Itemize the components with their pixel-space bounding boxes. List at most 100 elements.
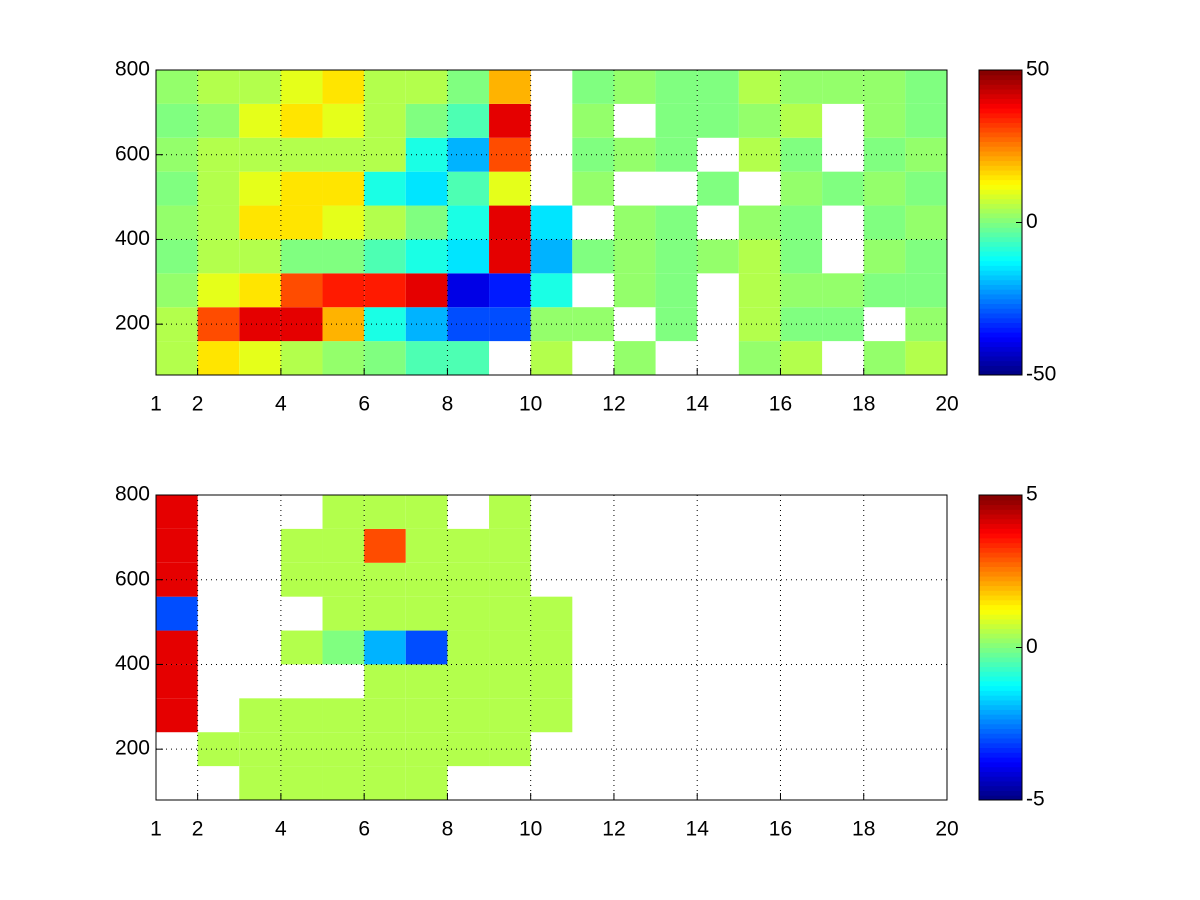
heatmap-cell <box>780 205 823 240</box>
heatmap-cell <box>405 495 448 529</box>
heatmap-cell <box>780 239 823 274</box>
x-tick-label: 8 <box>442 393 454 416</box>
heatmap-cell <box>405 341 448 375</box>
colorbar-swatch <box>979 680 1022 687</box>
colorbar-swatch <box>979 590 1022 596</box>
colorbar-swatch <box>979 585 1022 591</box>
heatmap-cell <box>197 239 240 274</box>
x-tick-label: 16 <box>769 393 792 416</box>
heatmap-cell <box>489 528 531 563</box>
heatmap-cell <box>738 70 781 104</box>
colorbar-swatch <box>979 170 1022 176</box>
colorbar-tick-label: 0 <box>1026 635 1038 658</box>
heatmap-cell <box>239 341 281 375</box>
heatmap-cell <box>489 273 531 308</box>
colorbar-swatch <box>979 604 1022 610</box>
heatmap-cell <box>280 341 323 375</box>
colorbar-swatch <box>979 766 1022 772</box>
colorbar-swatch <box>979 523 1022 529</box>
colorbar-swatch <box>979 332 1022 338</box>
heatmap-cell <box>364 239 406 274</box>
colorbar-swatch <box>979 642 1022 648</box>
colorbar-swatch <box>979 151 1022 157</box>
colorbar-swatch <box>979 752 1022 758</box>
x-tick-label: 2 <box>192 818 204 841</box>
heatmap-cell <box>197 103 240 138</box>
heatmap-cell <box>863 341 906 375</box>
colorbar-swatch <box>979 165 1022 171</box>
colorbar-swatch <box>979 303 1022 309</box>
heatmap-cell <box>447 341 490 375</box>
heatmap-cell <box>322 205 365 240</box>
colorbar-swatch <box>979 723 1022 730</box>
heatmap-cell <box>530 239 573 274</box>
heatmap-cell <box>156 239 198 274</box>
colorbar-swatch <box>979 270 1022 276</box>
heatmap-cell <box>447 664 490 699</box>
heatmap-cell <box>822 70 864 104</box>
x-tick-label: 16 <box>769 818 792 841</box>
colorbar-swatch <box>979 251 1022 257</box>
x-tick-label: 6 <box>358 818 370 841</box>
heatmap-cell <box>780 341 823 375</box>
heatmap-cell <box>613 137 656 172</box>
heatmap-cell <box>322 137 365 172</box>
heatmap-cell <box>156 630 198 665</box>
colorbar-swatch <box>979 122 1022 128</box>
colorbar-swatch <box>979 279 1022 285</box>
colorbar-swatch <box>979 699 1022 706</box>
colorbar-swatch <box>979 795 1022 801</box>
colorbar-swatch <box>979 747 1022 753</box>
heatmap-cell <box>863 273 906 308</box>
heatmap-cell <box>697 103 739 138</box>
heatmap-cell <box>322 70 365 104</box>
x-tick-label: 18 <box>852 818 875 841</box>
heatmap-cell <box>489 562 531 597</box>
x-tick-label: 1 <box>150 818 162 841</box>
heatmap-cell <box>322 562 365 597</box>
heatmap-cell <box>489 698 531 733</box>
heatmap-cell <box>239 137 281 172</box>
heatmap-cell <box>364 205 406 240</box>
heatmap-cell <box>738 273 781 308</box>
y-tick-label: 400 <box>115 227 150 250</box>
heatmap-cell <box>322 732 365 767</box>
heatmap-cell <box>156 341 198 375</box>
colorbar-swatch <box>979 614 1022 620</box>
colorbar-swatch <box>979 704 1022 710</box>
x-tick-label: 14 <box>686 393 710 416</box>
colorbar-swatch <box>979 179 1022 185</box>
heatmap-cell <box>364 137 406 172</box>
heatmap-cell <box>322 495 365 529</box>
heatmap-cell <box>447 273 490 308</box>
x-tick-label: 20 <box>935 393 958 416</box>
colorbar-swatch <box>979 785 1022 791</box>
heatmap-cell <box>156 273 198 308</box>
colorbar-swatch <box>979 533 1022 539</box>
heatmap-cell <box>905 205 947 240</box>
heatmap-cell <box>197 205 240 240</box>
heatmap-cell <box>405 273 448 308</box>
colorbar-swatch <box>979 514 1022 520</box>
colorbar-swatch <box>979 618 1022 625</box>
colorbar-swatch <box>979 155 1022 162</box>
heatmap-cell <box>364 766 406 800</box>
heatmap-cell <box>530 596 573 631</box>
colorbar-swatch <box>979 733 1022 739</box>
heatmap-cell <box>738 103 781 138</box>
colorbar-swatch <box>979 289 1022 295</box>
heatmap <box>156 70 947 375</box>
y-tick-label: 600 <box>115 567 150 590</box>
heatmap-cell <box>697 70 739 104</box>
heatmap-cell <box>572 137 614 172</box>
colorbar-swatch <box>979 761 1022 768</box>
colorbar-swatch <box>979 198 1022 204</box>
colorbar-swatch <box>979 504 1022 510</box>
heatmap-cell <box>863 137 906 172</box>
colorbar-swatch <box>979 628 1022 634</box>
colorbar-swatch <box>979 695 1022 701</box>
heatmap-cell <box>489 239 531 274</box>
colorbar-swatch <box>979 537 1022 544</box>
colorbar-swatch <box>979 346 1022 352</box>
